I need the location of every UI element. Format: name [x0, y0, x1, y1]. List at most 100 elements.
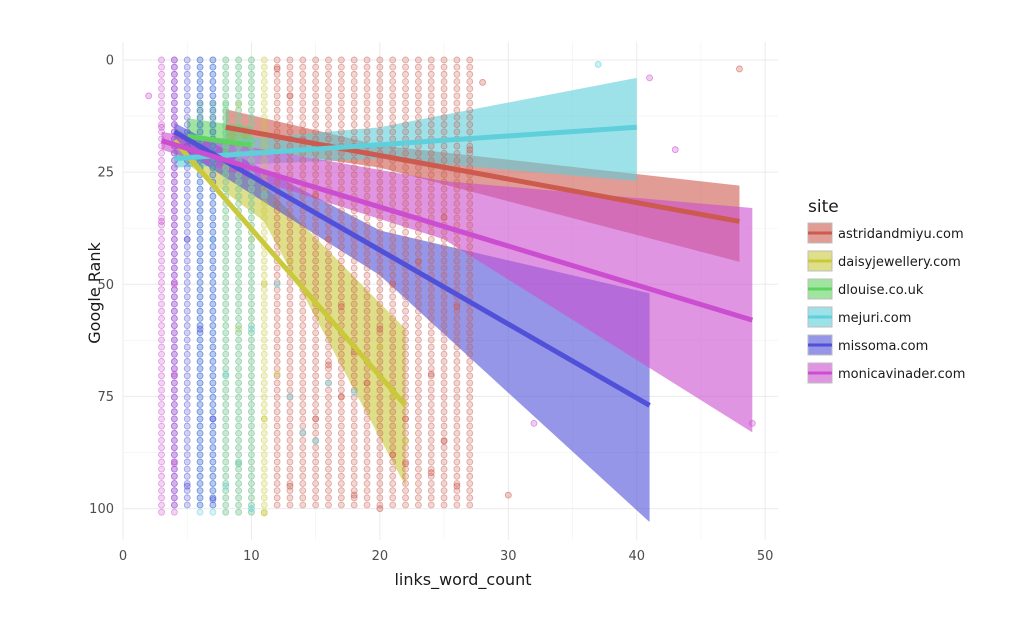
data-point [286, 472, 294, 480]
data-point [273, 465, 281, 473]
data-point [196, 221, 204, 229]
data-point [209, 365, 217, 373]
data-point [389, 185, 397, 193]
data-point [183, 236, 191, 243]
data-point [453, 185, 461, 193]
data-point [286, 250, 294, 258]
data-point [183, 78, 191, 85]
data-point [286, 164, 294, 172]
data-point [414, 494, 422, 502]
data-point [222, 207, 230, 215]
data-point [337, 415, 345, 423]
data-point [350, 451, 358, 459]
data-point [427, 314, 435, 322]
data-point [363, 214, 371, 222]
data-point [325, 401, 332, 408]
data-point [363, 329, 371, 337]
data-point [337, 350, 345, 358]
data-point [158, 271, 165, 279]
legend-label: missoma.com [838, 339, 928, 354]
data-point [222, 115, 230, 123]
data-point [235, 465, 242, 473]
legend: site astridandmiyu.com daisyjewellery.com… [807, 197, 965, 384]
data-point [286, 336, 294, 344]
data-point [286, 501, 294, 509]
data-point [235, 121, 242, 128]
data-point [299, 480, 307, 487]
data-point [414, 436, 422, 444]
data-point [273, 501, 281, 509]
data-point [299, 164, 307, 172]
data-point [286, 372, 294, 380]
data-point [170, 444, 178, 451]
data-point [363, 293, 371, 301]
data-point [209, 128, 217, 136]
x-axis-ticks: 0 10 20 30 40 50 [119, 549, 774, 564]
data-point [273, 444, 281, 451]
data-point [312, 257, 320, 265]
data-point [440, 422, 448, 430]
data-point [312, 343, 320, 351]
data-point [170, 178, 178, 186]
fit-line-monicavinader.com [160, 138, 754, 323]
data-point [170, 422, 178, 430]
data-point [350, 85, 358, 93]
data-point [273, 336, 281, 344]
data-point [260, 257, 268, 265]
data-point [183, 307, 191, 315]
data-point [427, 63, 435, 71]
data-point [350, 329, 358, 337]
data-point [325, 149, 332, 157]
data-point [440, 458, 448, 466]
data-point [337, 444, 345, 451]
data-point [466, 70, 474, 78]
data-point [427, 192, 435, 200]
data-point [350, 121, 358, 128]
data-point [312, 157, 320, 164]
data-point [325, 236, 332, 243]
data-point [453, 149, 461, 157]
data-point [325, 99, 332, 107]
data-point [183, 401, 191, 408]
data-point [299, 56, 307, 64]
data-point [389, 85, 397, 93]
data-point [466, 436, 474, 444]
data-point [414, 480, 422, 487]
data-point [170, 164, 178, 172]
data-point [286, 386, 294, 394]
data-point [325, 78, 332, 85]
data-point [248, 78, 255, 85]
data-point [158, 472, 165, 480]
data-point [363, 99, 371, 107]
data-point [235, 78, 242, 85]
data-point [466, 146, 474, 154]
data-point [222, 92, 230, 100]
data-point [170, 429, 178, 437]
data-point [453, 365, 461, 373]
data-point [389, 78, 397, 85]
legend-item: astridandmiyu.com [807, 222, 964, 244]
data-point [325, 135, 332, 143]
data-point [350, 386, 358, 394]
data-point [235, 171, 242, 179]
data-point [453, 336, 461, 344]
data-point [235, 451, 242, 459]
data-point [427, 451, 435, 459]
data-point [376, 365, 384, 373]
data-point [235, 307, 242, 315]
data-point [260, 429, 268, 437]
data-point [260, 422, 268, 430]
data-point [183, 228, 191, 236]
data-point [196, 185, 204, 193]
data-point [273, 386, 281, 394]
data-point [183, 271, 191, 279]
data-point [440, 501, 448, 509]
data-point [440, 386, 448, 394]
data-point [299, 487, 307, 495]
data-point [170, 460, 178, 468]
data-point [235, 300, 242, 308]
data-point [389, 135, 397, 143]
data-point [325, 200, 332, 207]
data-point [222, 458, 230, 466]
data-point [453, 482, 461, 490]
